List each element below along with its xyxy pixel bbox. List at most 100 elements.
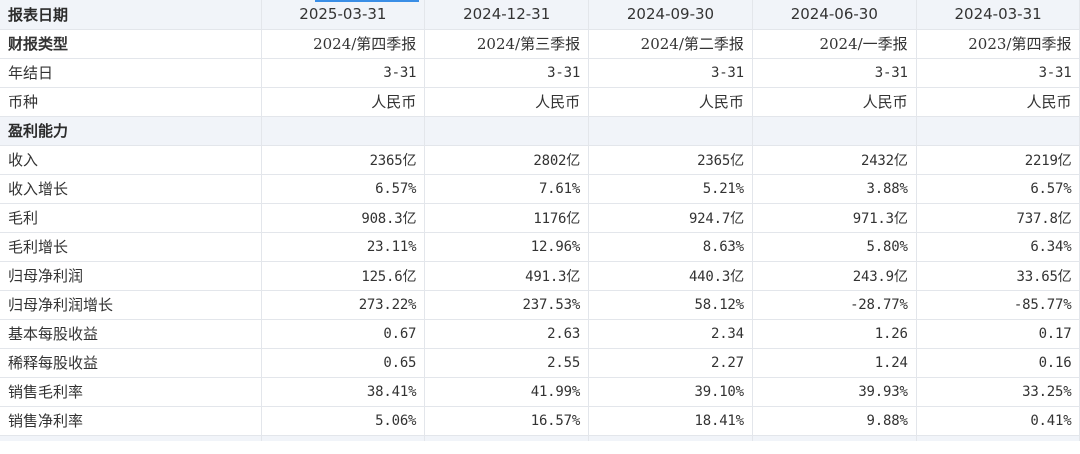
- row-label: 基本每股收益: [0, 319, 262, 349]
- table-row: 稀释每股收益 0.65 2.55 2.27 1.24 0.16: [0, 348, 1080, 378]
- table-cell: 2.63: [424, 319, 590, 349]
- table-cell: 3-31: [916, 58, 1080, 88]
- table-cell: 7.61%: [424, 174, 590, 204]
- date-column-header[interactable]: 2024-12-31: [424, 0, 590, 30]
- table-cell: 人民币: [752, 87, 917, 117]
- table-cell: 人民币: [424, 87, 590, 117]
- footer-cell: [261, 435, 426, 441]
- table-row: 收入增长 6.57% 7.61% 5.21% 3.88% 6.57%: [0, 174, 1080, 204]
- table-cell: 0.16: [916, 348, 1080, 378]
- table-cell: 1.26: [752, 319, 917, 349]
- row-label: 收入: [0, 145, 262, 175]
- table-cell: 41.99%: [424, 377, 590, 407]
- footer-cell: [0, 435, 262, 441]
- row-label: 销售净利率: [0, 406, 262, 436]
- footer-cell: [424, 435, 590, 441]
- table-cell: 237.53%: [424, 290, 590, 320]
- date-column-header[interactable]: 2024-09-30: [588, 0, 753, 30]
- table-cell: 人民币: [588, 87, 753, 117]
- table-row: 财报类型 2024/第四季报 2024/第三季报 2024/第二季报 2024/…: [0, 29, 1080, 59]
- date-column-header[interactable]: 2024-03-31: [916, 0, 1080, 30]
- section-filler: [752, 116, 917, 146]
- table-cell: 1.24: [752, 348, 917, 378]
- table-cell: 2024/第三季报: [424, 29, 590, 59]
- section-filler: [424, 116, 590, 146]
- table-row: 销售毛利率 38.41% 41.99% 39.10% 39.93% 33.25%: [0, 377, 1080, 407]
- table-cell: 58.12%: [588, 290, 753, 320]
- financial-table: 报表日期 2025-03-31 2024-12-31 2024-09-30 20…: [0, 0, 1080, 441]
- table-row: 销售净利率 5.06% 16.57% 18.41% 9.88% 0.41%: [0, 406, 1080, 436]
- table-cell: 2365亿: [588, 145, 753, 175]
- table-cell: 5.06%: [261, 406, 426, 436]
- table-cell: 5.21%: [588, 174, 753, 204]
- table-footer-strip: [0, 435, 1080, 441]
- table-cell: 33.25%: [916, 377, 1080, 407]
- table-cell: 2219亿: [916, 145, 1080, 175]
- row-label: 归母净利润增长: [0, 290, 262, 320]
- table-cell: 33.65亿: [916, 261, 1080, 291]
- table-cell: 2024/第四季报: [261, 29, 426, 59]
- table-row: 归母净利润 125.6亿 491.3亿 440.3亿 243.9亿 33.65亿: [0, 261, 1080, 291]
- table-cell: 6.34%: [916, 232, 1080, 262]
- table-cell: 23.11%: [261, 232, 426, 262]
- row-label: 稀释每股收益: [0, 348, 262, 378]
- table-cell: 38.41%: [261, 377, 426, 407]
- table-cell: 0.41%: [916, 406, 1080, 436]
- table-cell: 6.57%: [916, 174, 1080, 204]
- row-label: 收入增长: [0, 174, 262, 204]
- table-cell: 6.57%: [261, 174, 426, 204]
- table-cell: 8.63%: [588, 232, 753, 262]
- table-cell: 人民币: [261, 87, 426, 117]
- table-row: 年结日 3-31 3-31 3-31 3-31 3-31: [0, 58, 1080, 88]
- table-cell: 2432亿: [752, 145, 917, 175]
- date-column-header[interactable]: 2024-06-30: [752, 0, 917, 30]
- table-cell: 2024/第二季报: [588, 29, 753, 59]
- table-cell: 2024/一季报: [752, 29, 917, 59]
- table-cell: 0.65: [261, 348, 426, 378]
- table-cell: 2.55: [424, 348, 590, 378]
- row-label: 币种: [0, 87, 262, 117]
- table-cell: 9.88%: [752, 406, 917, 436]
- row-label: 毛利: [0, 203, 262, 233]
- footer-cell: [588, 435, 753, 441]
- table-cell: 39.10%: [588, 377, 753, 407]
- table-cell: 3-31: [424, 58, 590, 88]
- table-cell: 18.41%: [588, 406, 753, 436]
- table-row: 收入 2365亿 2802亿 2365亿 2432亿 2219亿: [0, 145, 1080, 175]
- table-cell: 2802亿: [424, 145, 590, 175]
- date-column-header[interactable]: 2025-03-31: [261, 0, 426, 30]
- metric-rows: 收入 2365亿 2802亿 2365亿 2432亿 2219亿 收入增长 6.57% 7.61…: [0, 145, 1080, 436]
- section-title: 盈利能力: [0, 116, 262, 146]
- table-cell: 491.3亿: [424, 261, 590, 291]
- active-tab-indicator: [315, 0, 419, 2]
- header-label: 报表日期: [0, 0, 262, 30]
- table-cell: 0.67: [261, 319, 426, 349]
- table-cell: 39.93%: [752, 377, 917, 407]
- table-cell: 125.6亿: [261, 261, 426, 291]
- table-cell: 2365亿: [261, 145, 426, 175]
- table-cell: 3-31: [588, 58, 753, 88]
- row-label: 年结日: [0, 58, 262, 88]
- table-cell: 12.96%: [424, 232, 590, 262]
- table-row: 归母净利润增长 273.22% 237.53% 58.12% -28.77% -85.77…: [0, 290, 1080, 320]
- table-cell: 人民币: [916, 87, 1080, 117]
- table-row: 币种 人民币 人民币 人民币 人民币 人民币: [0, 87, 1080, 117]
- table-cell: 440.3亿: [588, 261, 753, 291]
- header-row: 报表日期 2025-03-31 2024-12-31 2024-09-30 20…: [0, 0, 1080, 30]
- footer-cell: [916, 435, 1080, 441]
- table-cell: 1176亿: [424, 203, 590, 233]
- section-filler: [916, 116, 1080, 146]
- table-cell: 16.57%: [424, 406, 590, 436]
- table-cell: 0.17: [916, 319, 1080, 349]
- table-row: 毛利 908.3亿 1176亿 924.7亿 971.3亿 737.8亿: [0, 203, 1080, 233]
- row-label: 归母净利润: [0, 261, 262, 291]
- table-cell: 2.27: [588, 348, 753, 378]
- table-cell: 737.8亿: [916, 203, 1080, 233]
- section-header-row: 盈利能力: [0, 116, 1080, 146]
- table-cell: 3-31: [261, 58, 426, 88]
- table-cell: 2023/第四季报: [916, 29, 1080, 59]
- section-filler: [261, 116, 426, 146]
- table-cell: -85.77%: [916, 290, 1080, 320]
- table-cell: 243.9亿: [752, 261, 917, 291]
- table-cell: 971.3亿: [752, 203, 917, 233]
